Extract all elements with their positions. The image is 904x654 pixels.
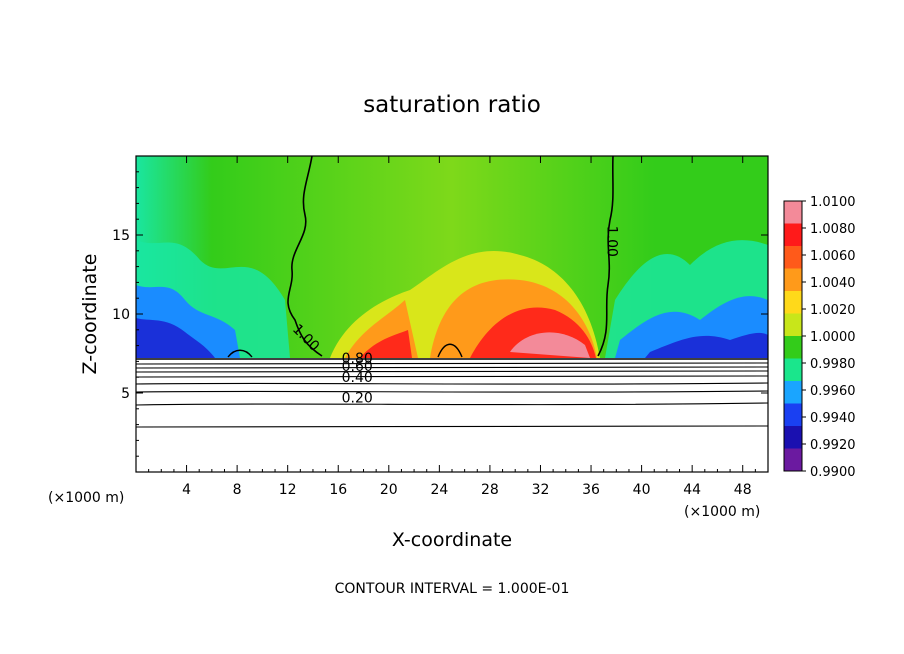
contour-lines-lower — [136, 362, 768, 428]
x-tick-label: 28 — [481, 482, 499, 498]
x-tick-label: 8 — [233, 482, 242, 498]
y-tick-label: 5 — [121, 386, 130, 402]
contour-1.00-small — [227, 343, 463, 358]
contour-1.00-left — [287, 156, 323, 357]
colorbar-label: 0.9940 — [810, 411, 856, 426]
contour-interval-note: CONTOUR INTERVAL = 1.000E-01 — [335, 581, 570, 597]
colorbar-swatch — [784, 313, 802, 336]
colorbar-swatch — [784, 403, 802, 426]
colorbar-swatch — [784, 426, 802, 449]
contour-label: 0.20 — [342, 390, 373, 406]
contour-label: 0.80 — [342, 351, 373, 367]
colorbar-swatch — [784, 246, 802, 269]
x-unit-left: (×1000 m) — [48, 490, 124, 506]
colorbar-label: 1.0020 — [810, 303, 856, 318]
colorbar-label: 1.0000 — [810, 330, 856, 345]
colorbar-swatch — [784, 448, 802, 471]
lower-region — [136, 358, 768, 472]
colorbar-label: 1.0080 — [810, 222, 856, 237]
colorbar-swatch — [784, 358, 802, 381]
y-axis-ticks: 5 10 15 — [112, 171, 768, 457]
colorbar-swatch — [784, 223, 802, 246]
x-tick-label: 12 — [279, 482, 297, 498]
field-right-darkblue — [645, 332, 768, 358]
plot-area — [136, 156, 768, 472]
y-tick-label: 10 — [112, 307, 130, 323]
x-tick-label: 36 — [582, 482, 600, 498]
colorbar-label: 0.9920 — [810, 438, 856, 453]
colorbar-label: 1.0060 — [810, 249, 856, 264]
contour-1.00-right — [597, 156, 614, 357]
contour-label: 1.00 — [603, 226, 619, 257]
colorbar-swatch — [784, 291, 802, 314]
x-axis-ticks: 4 8 12 16 20 24 28 32 36 40 44 48 — [148, 156, 756, 498]
colorbar-swatch — [784, 381, 802, 404]
x-tick-label: 4 — [182, 482, 191, 498]
x-tick-label: 24 — [430, 482, 448, 498]
colorbar-swatch — [784, 201, 802, 224]
x-tick-label: 40 — [633, 482, 651, 498]
contour-label: 0.60 — [342, 359, 373, 375]
chart-title: saturation ratio — [363, 92, 541, 118]
colorbar-label: 0.9960 — [810, 384, 856, 399]
field-center-pink — [510, 332, 590, 358]
contour-label: 0.40 — [342, 370, 373, 386]
colorbar-swatch — [784, 268, 802, 291]
x-tick-label: 32 — [532, 482, 550, 498]
field-left-darkblue — [136, 318, 215, 358]
x-tick-label: 20 — [380, 482, 398, 498]
y-axis-label: Z-coordinate — [79, 254, 101, 375]
x-tick-label: 48 — [734, 482, 752, 498]
x-unit-right: (×1000 m) — [684, 504, 760, 520]
y-tick-label: 15 — [112, 228, 130, 244]
colorbar-label: 1.0100 — [810, 195, 856, 210]
colorbar: 1.0100 1.0080 1.0060 1.0040 1.0020 1.0000 0.99… — [783, 195, 856, 480]
x-axis-label: X-coordinate — [392, 529, 512, 551]
x-tick-label: 44 — [683, 482, 701, 498]
x-tick-label: 16 — [329, 482, 347, 498]
colorbar-label: 1.0040 — [810, 276, 856, 291]
colorbar-label: 0.9900 — [810, 465, 856, 480]
colorbar-label: 0.9980 — [810, 357, 856, 372]
colorbar-swatch — [784, 336, 802, 359]
